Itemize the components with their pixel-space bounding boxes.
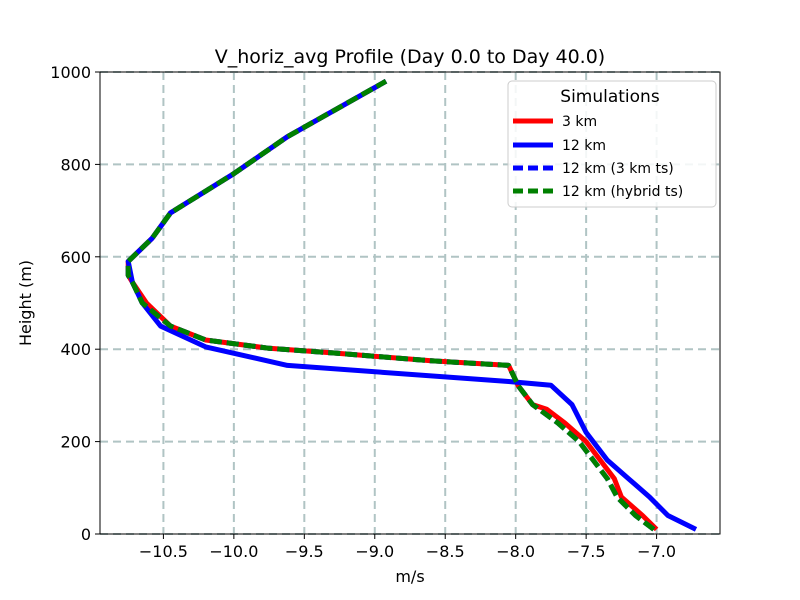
y-axis-label: Height (m) bbox=[16, 260, 35, 346]
y-tick-label: 0 bbox=[81, 525, 91, 544]
x-tick-label: −8.5 bbox=[426, 542, 465, 561]
y-tick-label: 600 bbox=[60, 248, 91, 267]
legend-label-3km: 3 km bbox=[562, 114, 597, 130]
x-tick-label: −10.0 bbox=[209, 542, 258, 561]
x-tick-label: −7.5 bbox=[567, 542, 606, 561]
y-tick-label: 1000 bbox=[50, 63, 91, 82]
y-tick-label: 200 bbox=[60, 433, 91, 452]
plot-frame bbox=[99, 71, 721, 535]
legend-title: Simulations bbox=[560, 87, 660, 107]
y-tick-label: 800 bbox=[60, 155, 91, 174]
series-line-12-km-hybrid-ts bbox=[125, 79, 656, 532]
x-tick-label: −7.0 bbox=[637, 542, 676, 561]
series-layer bbox=[125, 79, 698, 532]
x-tick-label: −8.0 bbox=[496, 542, 535, 561]
legend-label-12km-3kmts: 12 km (3 km ts) bbox=[562, 161, 674, 177]
y-axis: 0 200 400 600 800 1000 bbox=[50, 63, 100, 544]
y-tick-label: 400 bbox=[60, 340, 91, 359]
chart-title: V_horiz_avg Profile (Day 0.0 to Day 40.0… bbox=[215, 46, 605, 68]
legend: Simulations 3 km 12 km 12 km (3 km ts) 1… bbox=[507, 80, 717, 208]
legend-label-12km: 12 km bbox=[562, 138, 606, 154]
x-tick-label: −10.5 bbox=[139, 542, 188, 561]
legend-label-12km-hybridts: 12 km (hybrid ts) bbox=[562, 184, 683, 200]
grid bbox=[100, 71, 720, 535]
x-tick-label: −9.0 bbox=[355, 542, 394, 561]
x-tick-label: −9.5 bbox=[285, 542, 324, 561]
x-axis-label: m/s bbox=[395, 567, 424, 586]
legend-box bbox=[507, 80, 717, 208]
x-axis: −10.5 −10.0 −9.5 −9.0 −8.5 −8.0 −7.5 −7.0 bbox=[139, 534, 676, 561]
